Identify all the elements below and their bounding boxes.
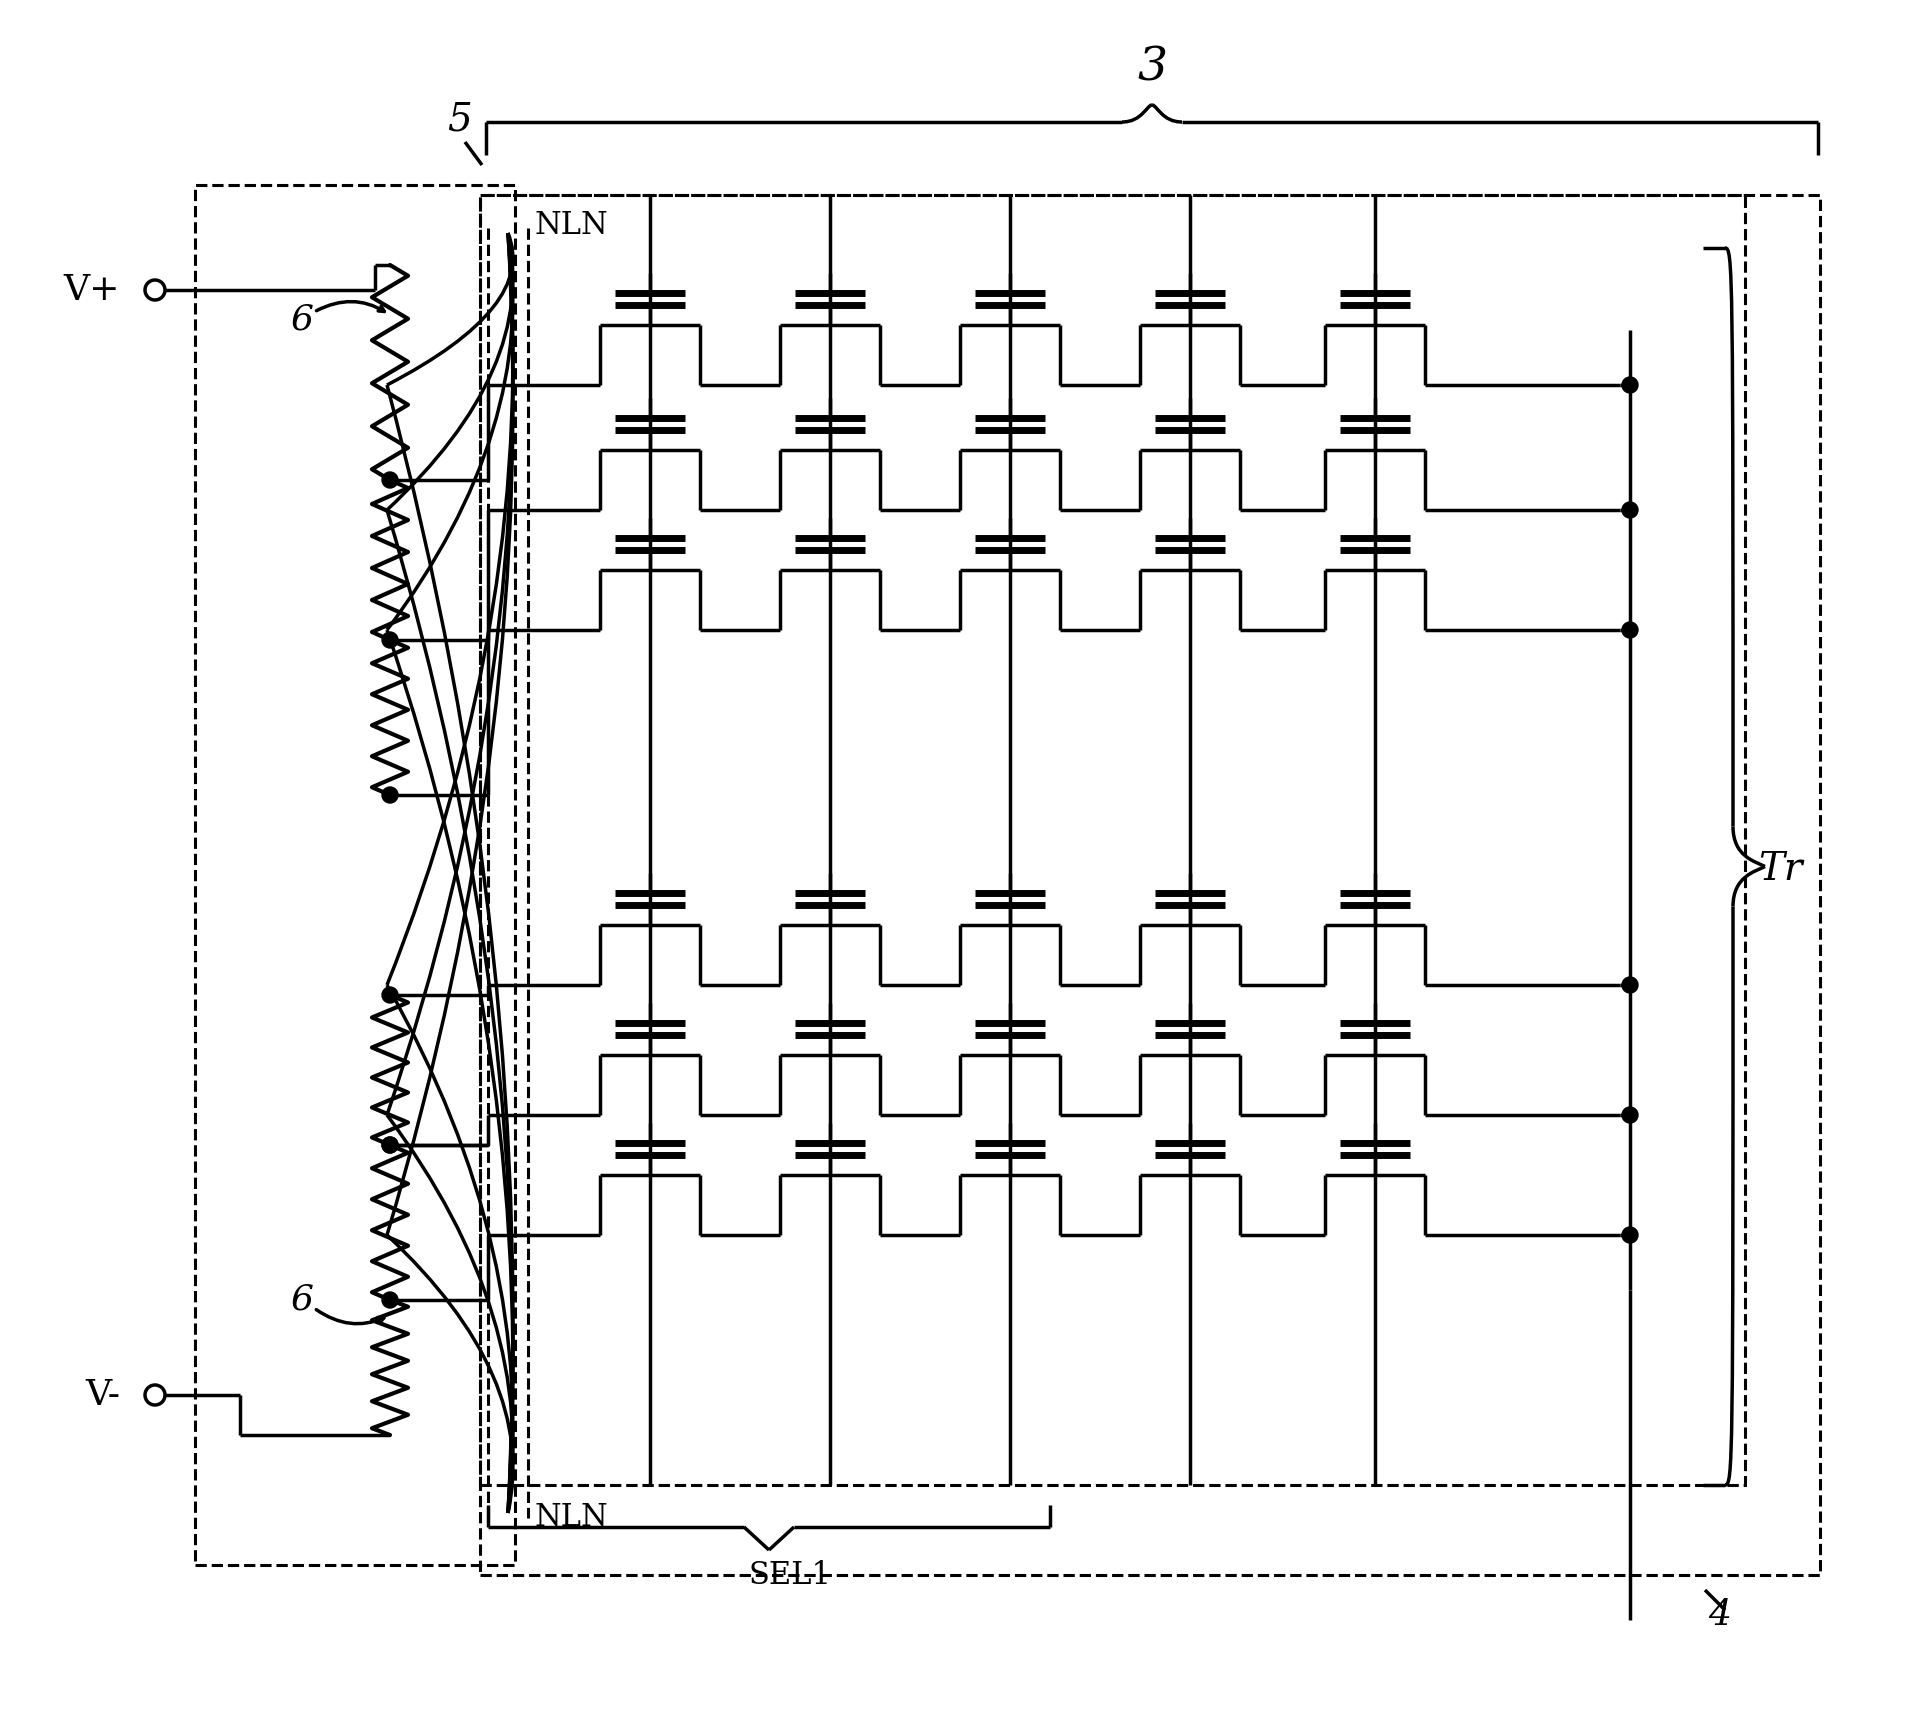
Bar [481,196,1745,1484]
Circle shape [381,1136,399,1154]
Text: NLN: NLN [536,210,608,241]
Circle shape [1623,622,1638,637]
Circle shape [381,632,399,648]
Bar [481,196,1819,1574]
Circle shape [381,1292,399,1308]
Circle shape [1623,378,1638,393]
Text: SEL1: SEL1 [749,1559,831,1590]
Text: V-: V- [86,1379,120,1412]
Text: 3: 3 [1137,45,1167,90]
Circle shape [1623,977,1638,992]
Text: 4: 4 [1709,1599,1732,1632]
Text: 6: 6 [290,303,313,338]
Bar [195,185,515,1566]
Circle shape [381,786,399,804]
Text: NLN: NLN [536,1502,608,1533]
Circle shape [1623,1107,1638,1122]
Text: 6: 6 [290,1283,313,1316]
Circle shape [1623,1226,1638,1244]
Circle shape [381,987,399,1003]
Text: Tr: Tr [1758,852,1802,889]
Text: V+: V+ [63,274,120,307]
Circle shape [381,473,399,488]
Circle shape [381,1136,399,1154]
Text: 5: 5 [448,102,473,139]
Circle shape [1623,502,1638,518]
